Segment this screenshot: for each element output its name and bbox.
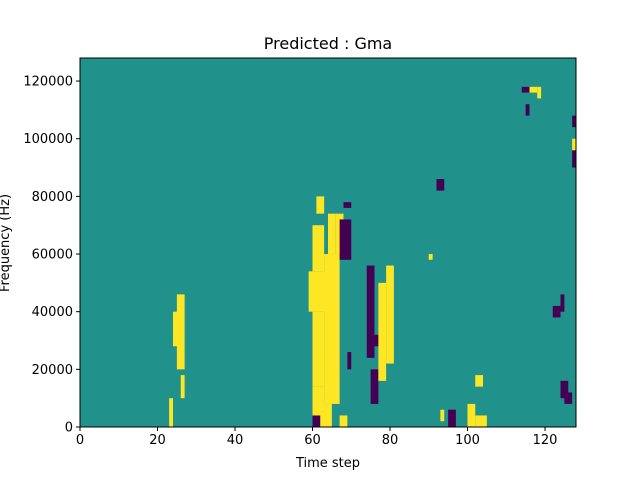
y-tick-label: 60000 xyxy=(32,248,73,263)
heatmap-cell xyxy=(347,352,352,370)
y-tick-label: 80000 xyxy=(32,190,73,205)
heatmap-cell xyxy=(552,305,561,318)
heatmap-cell xyxy=(448,409,456,427)
x-tick-label: 20 xyxy=(149,433,166,448)
x-tick-label: 100 xyxy=(455,433,480,448)
chart-title: Predicted : Gma xyxy=(264,34,392,53)
heatmap-cell xyxy=(564,392,573,404)
heatmap-cell xyxy=(521,86,530,93)
y-tick-label: 0 xyxy=(65,421,73,436)
heatmap-cell xyxy=(366,265,375,358)
y-tick-label: 40000 xyxy=(32,305,73,320)
y-tick-label: 100000 xyxy=(23,132,73,147)
heatmap-cell xyxy=(436,179,445,191)
y-axis-label: Frequency (Hz) xyxy=(0,194,13,292)
heatmap-cell xyxy=(386,265,394,364)
heatmap-cell xyxy=(176,294,185,370)
heatmap-cell xyxy=(440,409,445,422)
heatmap-cell xyxy=(572,138,576,151)
heatmap-cell xyxy=(572,115,576,128)
heatmap-cell xyxy=(316,196,325,214)
heatmap-cell xyxy=(525,104,530,116)
heatmap-cells xyxy=(169,86,576,427)
heatmap-cell xyxy=(339,415,348,427)
heatmap-cell xyxy=(312,386,325,427)
heatmap-cell xyxy=(328,213,336,255)
x-tick-label: 80 xyxy=(382,433,399,448)
x-tick-label: 120 xyxy=(533,433,558,448)
heatmap-cell xyxy=(560,380,569,399)
x-axis-label: Time step xyxy=(295,456,360,471)
y-tick-label: 20000 xyxy=(32,363,73,378)
heatmap-cell xyxy=(370,369,379,404)
plot-area xyxy=(79,57,577,428)
y-tick-label: 120000 xyxy=(23,75,73,90)
heatmap-cell xyxy=(537,86,542,99)
heatmap-cell xyxy=(169,398,173,427)
heatmap-cell xyxy=(180,375,185,399)
x-tick-label: 60 xyxy=(304,433,321,448)
heatmap-cell xyxy=(324,254,340,404)
heatmap-cell xyxy=(572,150,576,168)
y-axis: 0 20000 40000 60000 80000 100000 120000 xyxy=(23,75,80,436)
x-tick-label: 0 xyxy=(76,433,84,448)
heatmap-cell xyxy=(475,375,483,387)
x-tick-label: 40 xyxy=(227,433,244,448)
heatmap-cell xyxy=(320,403,332,427)
heatmap-cell xyxy=(339,219,352,260)
heatmap-cell xyxy=(308,271,328,312)
heatmap-cell xyxy=(312,225,325,272)
heatmap-cell xyxy=(467,403,476,427)
heatmap-cell xyxy=(312,311,325,387)
heatmap-cell xyxy=(378,282,387,381)
heatmap-cell xyxy=(560,294,565,312)
x-axis: 0 20 40 60 80 100 120 xyxy=(76,427,558,448)
heatmap-cell xyxy=(343,202,352,208)
plot-frame xyxy=(79,57,577,428)
heatmap-cell xyxy=(428,254,433,260)
heatmap-cell xyxy=(475,415,487,427)
heatmap-cell xyxy=(312,415,321,427)
heatmap-cell xyxy=(529,86,538,93)
